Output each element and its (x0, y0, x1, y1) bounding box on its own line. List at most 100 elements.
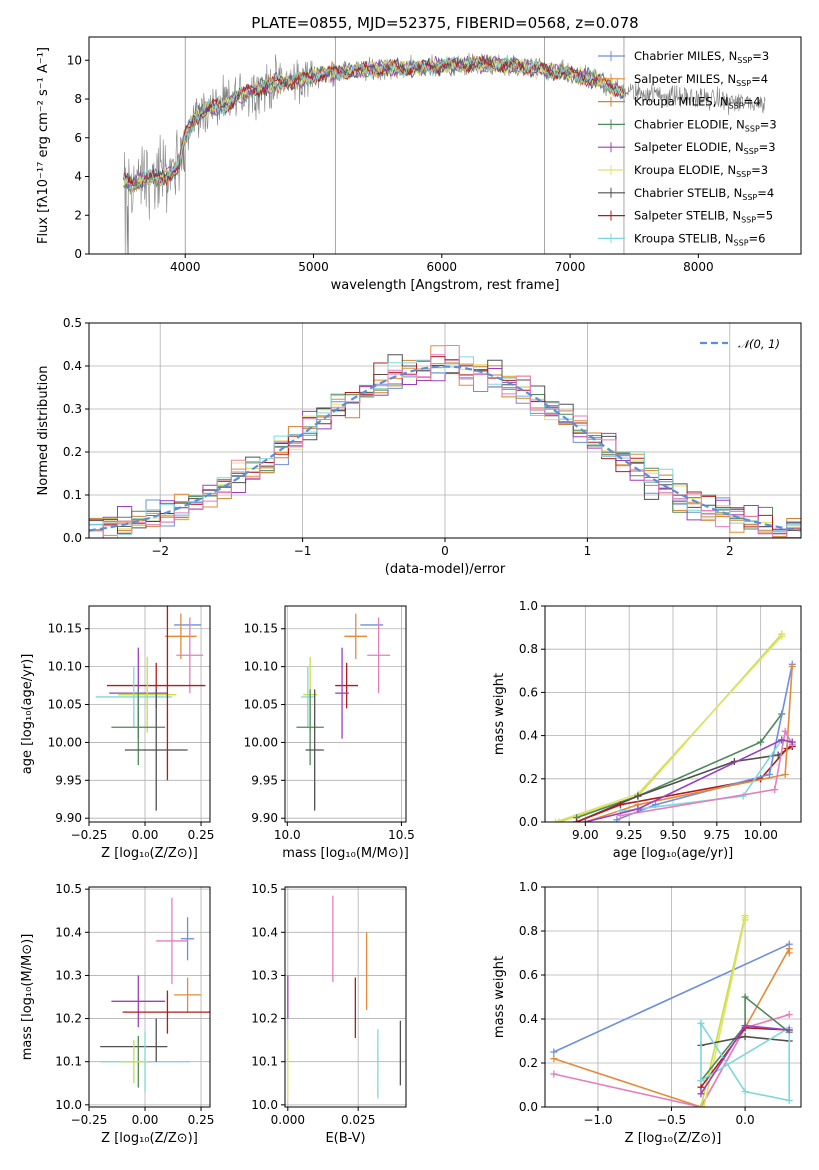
y-axis-label: age [log₁₀(age/yr)] (20, 654, 35, 775)
y-tick-label: 10.00 (244, 735, 278, 749)
x-axis-label: Z [log₁₀(Z/Z⊙)] (101, 846, 198, 861)
x-tick-label: 7000 (555, 260, 586, 274)
error-bar-point (95, 666, 172, 728)
weight-marker (741, 1022, 749, 1030)
y-tick-label: 8 (74, 92, 82, 106)
weight-marker (555, 818, 563, 822)
x-tick-label: 10.00 (743, 828, 777, 842)
x-tick-label: 0.025 (341, 1113, 375, 1127)
weight-marker (785, 949, 793, 957)
weight-marker (765, 770, 773, 778)
panel-age-vs-mass: 10.0 10.5 9.90 9.95 10.00 10.05 10.10 10.15 mass… (244, 605, 415, 861)
legend-entry: Kroupa MILES, NSSP=4 (634, 95, 761, 111)
error-bar-point (156, 897, 188, 985)
weight-marker (741, 1088, 749, 1096)
y-tick-label: 10.3 (55, 968, 82, 982)
axes-frame (88, 36, 802, 255)
x-tick-label: 0.00 (132, 1113, 159, 1127)
weight-marker (771, 786, 779, 794)
model-spectrum (123, 54, 624, 186)
y-tick-label: 10.0 (55, 1098, 82, 1112)
x-tick-label: 1 (584, 544, 592, 558)
y-tick-label: 0.3 (63, 402, 82, 416)
weight-marker (785, 1011, 793, 1019)
y-axis-label: mass weight (492, 673, 507, 755)
plot-area (100, 897, 210, 1092)
weight-series (700, 1022, 790, 1102)
weight-series (700, 995, 790, 1082)
y-tick-label: 10.5 (251, 882, 278, 896)
panel-residuals: −2 −1 0 1 2 0.0 0.1 0.2 0.3 0.4 0.5 (data-model)/er… (36, 316, 802, 577)
x-axis-label: mass [log₁₀(M/M⊙)] (282, 846, 409, 861)
figure-title: PLATE=0855, MJD=52375, FIBERID=0568, z=0… (251, 14, 638, 32)
y-tick-label: 10.2 (55, 1012, 82, 1026)
error-bar-point (111, 975, 166, 1028)
weight-series (616, 664, 793, 821)
legend-entry: Salpeter STELIB, NSSP=5 (634, 209, 773, 225)
weight-marker (741, 914, 749, 922)
weight-marker (778, 632, 786, 640)
x-tick-label: 4000 (170, 260, 201, 274)
x-axis-label: Z [log₁₀(Z/Z⊙)] (625, 1131, 722, 1146)
panel-age-vs-z: −0.25 0.00 0.25 9.90 9.95 10.00 10.05 10.10 10.1… (20, 605, 214, 861)
y-tick-label: 9.90 (55, 811, 82, 825)
x-tick-label: −1.0 (583, 1113, 612, 1127)
x-tick-label: 6000 (427, 260, 458, 274)
y-tick-label: 2 (74, 208, 82, 222)
x-tick-label: −1 (294, 544, 312, 558)
x-tick-label: 9.00 (572, 828, 599, 842)
plot-area (287, 895, 402, 1101)
weight-marker (741, 1033, 749, 1041)
weight-marker (697, 1103, 705, 1107)
error-bar-point (344, 613, 368, 660)
weight-series (585, 739, 793, 822)
y-tick-label: 10 (67, 53, 82, 67)
error-bar-point (335, 647, 349, 739)
x-tick-label: 0.000 (271, 1113, 305, 1127)
weight-marker (550, 1070, 558, 1078)
weight-marker (785, 1026, 793, 1034)
weight-series (576, 713, 783, 819)
y-tick-label: 0.4 (63, 359, 82, 373)
y-tick-label: 4 (74, 170, 82, 184)
weight-marker (781, 727, 789, 735)
weight-marker (697, 1090, 705, 1098)
x-tick-label: 9.50 (660, 828, 687, 842)
weight-marker (550, 1055, 558, 1063)
x-tick-label: −0.5 (657, 1113, 686, 1127)
plot-area (552, 630, 796, 822)
x-tick-label: 0.25 (188, 1113, 215, 1127)
y-tick-label: 10.10 (48, 660, 82, 674)
y-tick-label: 10.5 (55, 882, 82, 896)
legend-entry: Salpeter MILES, NSSP=4 (634, 72, 768, 88)
legend-entry: Kroupa STELIB, NSSP=6 (634, 231, 766, 247)
x-tick-label: −0.25 (71, 1113, 108, 1127)
error-bar-point (300, 666, 315, 728)
panel-weight-vs-age: 9.00 9.25 9.50 9.75 10.00 0.0 0.2 0.4 0.6 0.8 1.0 a… (492, 599, 802, 861)
y-axis-label: mass weight (492, 956, 507, 1038)
legend: 𝒩(0, 1) (700, 337, 780, 351)
y-tick-label: 0.4 (519, 1012, 538, 1026)
y-tick-label: 10.1 (251, 1055, 278, 1069)
weight-marker (581, 818, 589, 822)
error-bar-point (180, 917, 195, 961)
panel-mass-vs-ebv: 0.000 0.025 10.0 10.1 10.2 10.3 10.4 10.5 E(B-V) (251, 882, 407, 1146)
weight-marker (757, 738, 765, 746)
y-tick-label: 0.8 (519, 924, 538, 938)
x-tick-label: 9.25 (616, 828, 643, 842)
error-bar-point (305, 689, 324, 811)
error-bar-point (174, 977, 202, 1013)
weight-series (585, 666, 793, 822)
x-tick-label: 5000 (298, 260, 329, 274)
y-tick-label: 9.95 (55, 773, 82, 787)
axes-frame (88, 886, 211, 1108)
weight-marker (552, 818, 560, 822)
y-tick-label: 0.0 (519, 1100, 538, 1114)
error-bar-point (120, 1040, 148, 1084)
weight-marker (778, 736, 786, 744)
y-tick-label: 9.90 (251, 811, 278, 825)
x-tick-label: −2 (151, 544, 169, 558)
weight-marker (616, 801, 624, 809)
axes-frame (284, 886, 407, 1108)
